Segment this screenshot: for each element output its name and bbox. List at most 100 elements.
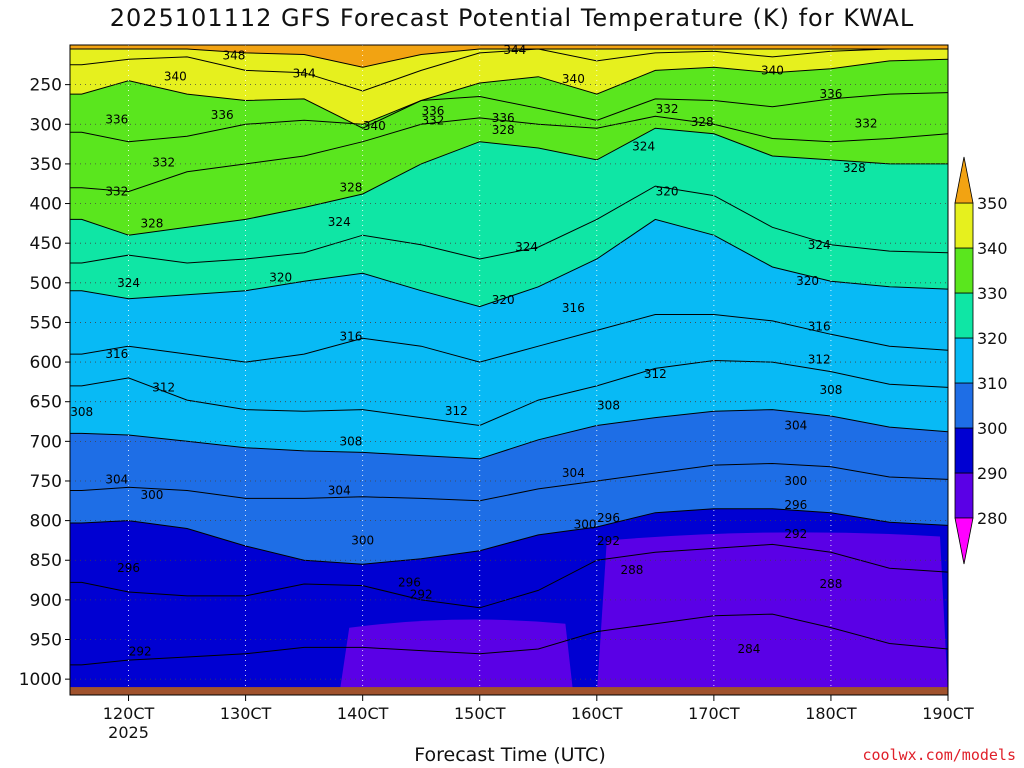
isentrope-328	[70, 127, 948, 236]
contour-label-320: 320	[269, 270, 292, 284]
colorbar-segment-280	[954, 472, 974, 519]
contour-label-304: 304	[562, 466, 585, 480]
contour-label-336: 336	[819, 87, 842, 101]
contour-label-328: 328	[492, 123, 515, 137]
contour-label-324: 324	[808, 238, 831, 252]
x-tick-label: 160CT	[571, 704, 623, 723]
contour-label-304: 304	[105, 472, 128, 486]
contour-label-320: 320	[492, 293, 515, 307]
isentrope-336	[70, 92, 948, 143]
plot-frame	[69, 44, 949, 696]
contour-label-316: 316	[808, 319, 831, 333]
contour-label-300: 300	[351, 533, 374, 547]
colorbar-label: 340	[977, 239, 1008, 258]
contour-label-300: 300	[784, 474, 807, 488]
contour-label-308: 308	[340, 434, 363, 448]
contour-label-348: 348	[222, 48, 245, 62]
contour-label-340: 340	[562, 72, 585, 86]
y-tick-label: 550	[30, 313, 62, 333]
y-tick-label: 700	[30, 432, 62, 452]
contour-label-328: 328	[843, 161, 866, 175]
x-tick-label: 120CT	[103, 704, 155, 723]
contour-label-316: 316	[340, 330, 363, 344]
contour-label-312: 312	[808, 353, 831, 367]
contour-label-292: 292	[410, 587, 433, 601]
y-tick-label: 800	[30, 512, 62, 532]
contour-label-344: 344	[293, 67, 316, 81]
contour-label-336: 336	[421, 104, 444, 118]
isentrope-316	[70, 314, 948, 363]
isentrope-308	[70, 409, 948, 460]
plot-area: 348 344 344 340 340 340 336 336 336 336 336 340 332 3…	[70, 43, 948, 695]
contour-label-296: 296	[398, 575, 421, 589]
contour-label-284: 284	[738, 642, 761, 656]
contour-label-336: 336	[492, 111, 515, 125]
contour-label-300: 300	[574, 518, 597, 532]
terrain-strip	[70, 687, 948, 695]
isentrope-320	[70, 218, 948, 308]
x-tick-label: 180CT	[805, 704, 857, 723]
contour-label-336: 336	[105, 113, 128, 127]
colorbar-segment-320	[954, 292, 974, 339]
y-tick-label: 650	[30, 393, 62, 413]
contour-label-336: 336	[211, 108, 234, 122]
colorbar-segment-310	[954, 337, 974, 384]
isentrope-348	[70, 48, 948, 68]
colorbar-label: 330	[977, 284, 1008, 303]
contour-label-312: 312	[445, 404, 468, 418]
contour-label-308: 308	[597, 399, 620, 413]
isentrope-292	[70, 613, 948, 666]
colorbar-segment-290	[954, 427, 974, 474]
cold-pool-0	[339, 619, 574, 695]
contour-label-328: 328	[140, 216, 163, 230]
colorbar-label: 310	[977, 374, 1008, 393]
contour-label-296: 296	[784, 498, 807, 512]
contour-label-328: 328	[340, 181, 363, 195]
contour-label-316: 316	[105, 347, 128, 361]
colorbar-label: 350	[977, 194, 1008, 213]
colorbar-label: 280	[977, 509, 1008, 528]
contour-label-296: 296	[117, 561, 140, 575]
x-tick-year-label: 2025	[108, 723, 149, 742]
y-tick-label: 300	[30, 115, 62, 135]
contour-label-316: 316	[562, 301, 585, 315]
contour-label-300: 300	[140, 488, 163, 502]
y-tick-label: 850	[30, 551, 62, 571]
colorbar-over-triangle	[954, 156, 974, 204]
isentrope-332	[70, 115, 948, 193]
x-axis-label: Forecast Time (UTC)	[414, 744, 606, 766]
contour-label-288: 288	[620, 563, 643, 577]
isentrope-344	[70, 48, 948, 92]
colorbar-label: 300	[977, 419, 1008, 438]
y-tick-label: 500	[30, 274, 62, 294]
x-tick-label: 150CT	[454, 704, 506, 723]
y-tick-label: 1000	[19, 670, 62, 690]
contour-label-332: 332	[656, 102, 679, 116]
x-tick-label: 170CT	[688, 704, 740, 723]
chart-title: 2025101112 GFS Forecast Potential Temper…	[109, 4, 915, 32]
y-tick-label: 450	[30, 234, 62, 254]
y-tick-label: 950	[30, 631, 62, 651]
contour-label-320: 320	[656, 185, 679, 199]
contour-label-296: 296	[597, 511, 620, 525]
x-tick-label: 190CT	[922, 704, 974, 723]
contour-label-312: 312	[644, 367, 667, 381]
contour-label-328: 328	[691, 115, 714, 129]
isentrope-296	[70, 543, 948, 609]
colorbar-label: 290	[977, 464, 1008, 483]
contour-label-324: 324	[632, 139, 655, 153]
contour-label-304: 304	[784, 418, 807, 432]
contour-label-340: 340	[761, 63, 784, 77]
credit-link[interactable]: coolwx.com/models	[862, 746, 1016, 764]
colorbar-under-triangle	[954, 517, 974, 565]
y-tick-label: 750	[30, 472, 62, 492]
y-tick-label: 900	[30, 591, 62, 611]
contour-label-312: 312	[152, 380, 175, 394]
contour-label-340: 340	[363, 119, 386, 133]
colorbar-segment-300	[954, 382, 974, 429]
colorbar-label: 320	[977, 329, 1008, 348]
contour-label-332: 332	[152, 155, 175, 169]
contour-label-344: 344	[503, 43, 526, 57]
contour-label-292: 292	[129, 644, 152, 658]
